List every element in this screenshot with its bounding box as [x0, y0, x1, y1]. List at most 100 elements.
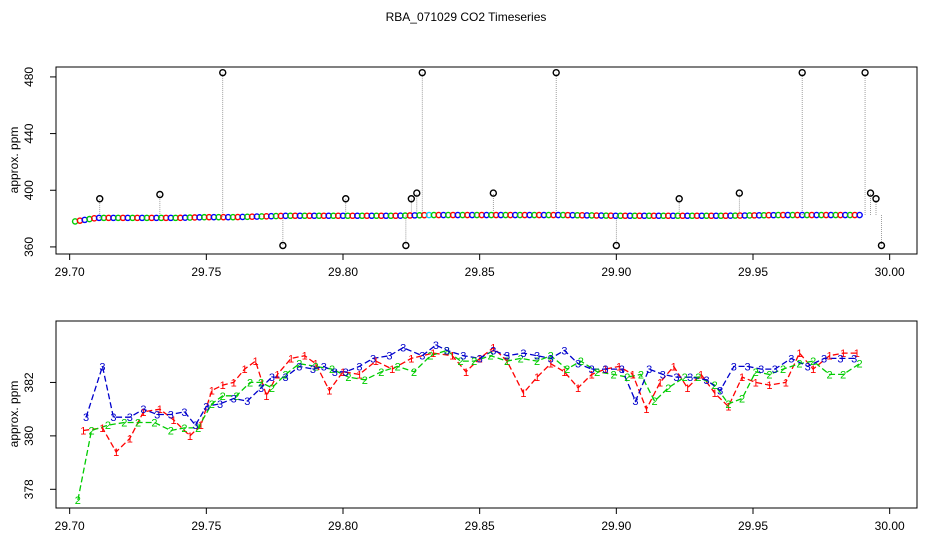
bottom-point-1: 1: [356, 369, 362, 381]
bottom-point-2: 2: [313, 361, 319, 373]
top-spike-point: [402, 241, 410, 250]
bottom-point-3: 3: [548, 353, 554, 365]
bottom-point-3: 3: [110, 412, 116, 424]
top-spike-point: [418, 68, 426, 77]
panel-top-frame: [55, 66, 918, 255]
bottom-point-2: 2: [810, 356, 816, 368]
top-spike-point: [866, 189, 875, 197]
bottom-point-3: 3: [419, 351, 425, 363]
bottom-point-1: 1: [810, 364, 816, 376]
bottom-point-2: 2: [611, 369, 617, 381]
bottom-point-2: 2: [427, 351, 433, 363]
top-spike-point: [675, 195, 683, 203]
bottom-point-2: 2: [725, 399, 731, 411]
bottom-point-1: 1: [231, 377, 237, 389]
bottom-point-1: 1: [127, 434, 133, 446]
bottom-point-2: 2: [564, 364, 570, 376]
bottom-point-1: 1: [725, 401, 731, 413]
bottom-point-1: 1: [561, 367, 567, 379]
bottom-point-2: 2: [220, 391, 226, 403]
bottom-point-1: 1: [326, 385, 332, 397]
bottom-point-3: 3: [370, 353, 376, 365]
bottom-xtick-label: 30.00: [875, 519, 905, 533]
bottom-point-3: 3: [504, 351, 510, 363]
bottom-point-1: 1: [490, 343, 496, 355]
bottom-point-2: 2: [258, 377, 264, 389]
bottom-point-1: 1: [684, 383, 690, 395]
bottom-series-line-2: [77, 349, 860, 501]
bottom-point-1: 1: [157, 404, 163, 416]
bottom-point-1: 1: [252, 356, 258, 368]
bottom-point-2: 2: [766, 369, 772, 381]
bottom-point-3: 3: [520, 348, 526, 360]
bottom-point-1: 1: [340, 367, 346, 379]
bottom-point-2: 2: [796, 359, 802, 371]
panel-top: approx. ppm 29.70 29.75 29.80 29.85 29.90 29.…: [7, 66, 918, 279]
bottom-point-1: 1: [840, 348, 846, 360]
bottom-point-2: 2: [457, 356, 463, 368]
bottom-point-1: 1: [463, 367, 469, 379]
top-spike-point: [489, 189, 498, 197]
bottom-point-3: 3: [687, 372, 693, 384]
top-xtick-label: 29.85: [465, 265, 495, 279]
bottom-point-2: 2: [195, 423, 201, 435]
bottom-point-1: 1: [520, 388, 526, 400]
bottom-point-3: 3: [561, 345, 567, 357]
top-spike-point: [877, 241, 886, 250]
bottom-point-3: 3: [168, 410, 174, 422]
bottom-xtick-label: 29.95: [738, 519, 768, 533]
bottom-point-1: 1: [373, 356, 379, 368]
bottom-point-2: 2: [534, 356, 540, 368]
bottom-point-3: 3: [332, 367, 338, 379]
bottom-point-2: 2: [753, 367, 759, 379]
bottom-point-3: 3: [731, 361, 737, 373]
bottom-point-1: 1: [766, 380, 772, 392]
bottom-point-1: 1: [288, 353, 294, 365]
bottom-point-1: 1: [712, 388, 718, 400]
bottom-point-2: 2: [168, 426, 174, 438]
bottom-point-2: 2: [269, 383, 275, 395]
bottom-point-3: 3: [772, 364, 778, 376]
bottom-point-1: 1: [449, 351, 455, 363]
bottom-point-1: 1: [589, 369, 595, 381]
bottom-point-3: 3: [283, 372, 289, 384]
bottom-point-3: 3: [444, 345, 450, 357]
bottom-point-2: 2: [395, 361, 401, 373]
bottom-point-3: 3: [534, 351, 540, 363]
bottom-point-3: 3: [837, 353, 843, 365]
panel-bottom-frame: [55, 320, 918, 509]
bottom-ytick-label: 378: [22, 479, 36, 499]
bottom-point-2: 2: [151, 418, 157, 430]
bottom-point-3: 3: [646, 364, 652, 376]
bottom-point-1: 1: [739, 372, 745, 384]
panel-bottom: approx. ppm 29.70 29.75 29.80 29.85 29.90 29.…: [7, 320, 918, 533]
bottom-point-3: 3: [99, 361, 105, 373]
bottom-point-1: 1: [242, 364, 248, 376]
chart-title: RBA_071029 CO2 Timeseries: [386, 10, 547, 24]
bottom-point-1: 1: [753, 377, 759, 389]
bottom-point-3: 3: [632, 396, 638, 408]
bottom-point-3: 3: [321, 361, 327, 373]
bottom-point-2: 2: [233, 391, 239, 403]
bottom-point-3: 3: [400, 343, 406, 355]
bottom-point-2: 2: [105, 420, 111, 432]
bottom-series-line-1: [83, 346, 857, 453]
top-spike-point: [279, 241, 287, 250]
bottom-point-2: 2: [504, 356, 510, 368]
bottom-point-1: 1: [99, 423, 105, 435]
bottom-point-2: 2: [88, 426, 94, 438]
bottom-point-2: 2: [411, 367, 417, 379]
bottom-point-2: 2: [695, 372, 701, 384]
bottom-xtick-label: 29.75: [191, 519, 221, 533]
top-spike-point: [156, 190, 164, 199]
bottom-point-1: 1: [671, 361, 677, 373]
top-ytick-label: 480: [22, 67, 36, 87]
bottom-point-1: 1: [220, 380, 226, 392]
bottom-point-2: 2: [362, 375, 368, 387]
bottom-point-1: 1: [854, 348, 860, 360]
bottom-series-line-3: [85, 344, 855, 427]
bottom-point-2: 2: [578, 356, 584, 368]
bottom-point-3: 3: [788, 353, 794, 365]
bottom-ytick-label: 382: [22, 372, 36, 392]
bottom-point-3: 3: [356, 361, 362, 373]
